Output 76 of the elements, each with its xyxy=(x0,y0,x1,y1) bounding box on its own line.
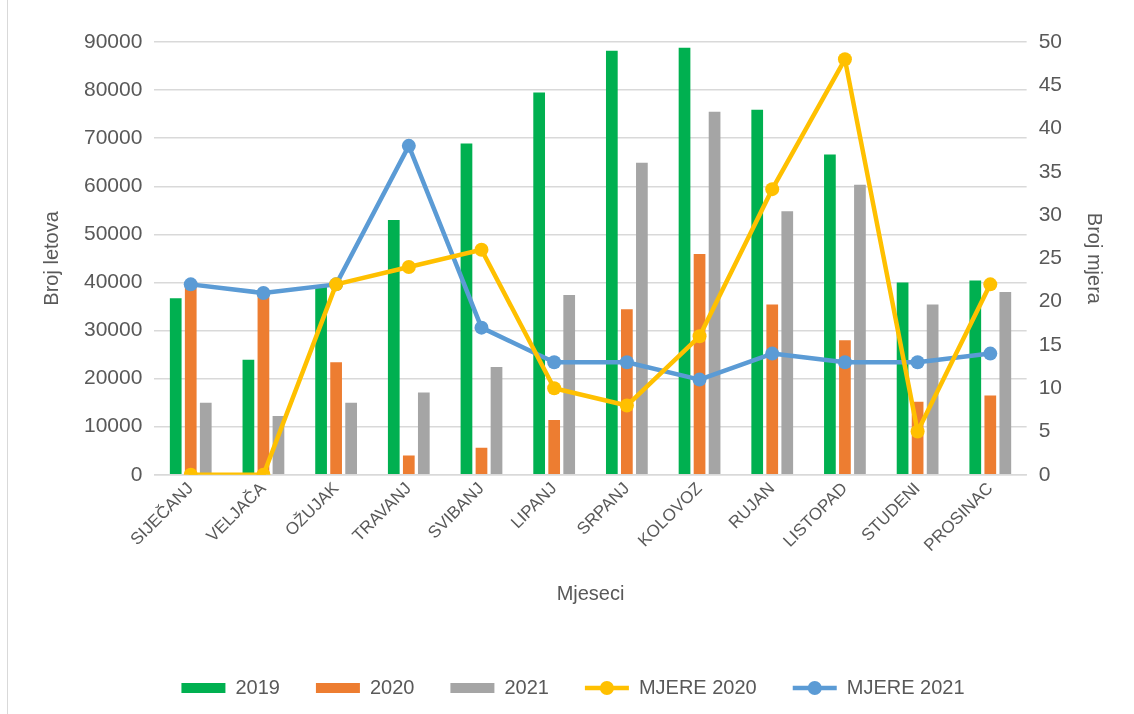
point xyxy=(837,355,852,370)
legend-label: 2019 xyxy=(235,675,280,698)
y-tick-label: 40000 xyxy=(83,269,143,293)
bar xyxy=(999,292,1012,475)
y2-tick-label: 35 xyxy=(1038,158,1062,182)
bar xyxy=(678,47,691,475)
legend-label: 2021 xyxy=(504,675,549,698)
point xyxy=(765,346,780,361)
bar xyxy=(533,92,546,475)
point xyxy=(983,346,998,361)
y2-tick-label: 45 xyxy=(1038,72,1062,96)
bar xyxy=(242,359,255,475)
bar xyxy=(969,280,982,475)
bar xyxy=(402,455,415,475)
bar xyxy=(199,402,212,475)
legend-label: 2020 xyxy=(369,675,415,698)
y-axis-title: Broj letova xyxy=(39,210,62,306)
y-tick-label: 10000 xyxy=(83,413,143,437)
bar xyxy=(417,392,430,475)
point xyxy=(401,260,416,275)
y2-tick-label: 40 xyxy=(1038,115,1062,139)
y2-tick-label: 30 xyxy=(1038,201,1062,225)
bar xyxy=(387,219,400,475)
y-tick-label: 70000 xyxy=(83,124,143,148)
bar xyxy=(636,162,648,475)
bar xyxy=(781,211,794,475)
y2-tick-label: 25 xyxy=(1038,245,1062,269)
y-tick-label: 20000 xyxy=(83,365,143,389)
point xyxy=(910,355,925,370)
point xyxy=(183,277,198,292)
bar xyxy=(330,362,342,475)
y-tick-label: 80000 xyxy=(83,76,143,100)
point xyxy=(910,424,925,439)
point xyxy=(837,52,852,67)
bar xyxy=(490,367,503,475)
bar xyxy=(315,286,327,475)
point xyxy=(983,277,998,292)
point xyxy=(619,355,634,370)
point xyxy=(692,329,707,344)
bar xyxy=(605,50,618,475)
bar xyxy=(766,304,779,475)
y2-tick-label: 0 xyxy=(1038,461,1051,485)
bar xyxy=(708,111,721,475)
point xyxy=(474,320,489,335)
bar xyxy=(824,154,836,475)
bar xyxy=(984,395,997,475)
point xyxy=(765,182,780,197)
bar xyxy=(563,294,576,475)
y-tick-label: 60000 xyxy=(83,173,143,197)
y2-tick-label: 10 xyxy=(1038,375,1062,399)
legend-label: MJERE 2020 xyxy=(638,675,757,698)
y2-tick-label: 50 xyxy=(1038,28,1062,52)
bar xyxy=(169,298,182,475)
legend-label: MJERE 2021 xyxy=(846,675,965,698)
y2-tick-label: 15 xyxy=(1038,331,1062,355)
point xyxy=(619,398,634,413)
point xyxy=(401,138,416,153)
x-axis-title: Mjeseci xyxy=(556,581,625,604)
bar xyxy=(854,184,866,475)
bar xyxy=(548,419,561,475)
y-tick-label: 30000 xyxy=(83,317,143,341)
point xyxy=(256,286,271,301)
y-tick-label: 90000 xyxy=(83,28,143,52)
y-tick-label: 0 xyxy=(130,461,143,485)
y2-tick-label: 20 xyxy=(1038,288,1062,312)
y2-axis-title: Broj mjera xyxy=(1084,212,1107,305)
y2-tick-label: 5 xyxy=(1038,418,1051,442)
point xyxy=(692,372,707,387)
bar xyxy=(475,447,488,475)
bar xyxy=(751,109,764,475)
bar xyxy=(345,402,357,475)
point xyxy=(474,242,489,257)
point xyxy=(547,381,562,396)
bar xyxy=(839,340,851,475)
point xyxy=(547,355,562,370)
y-tick-label: 50000 xyxy=(83,221,143,245)
